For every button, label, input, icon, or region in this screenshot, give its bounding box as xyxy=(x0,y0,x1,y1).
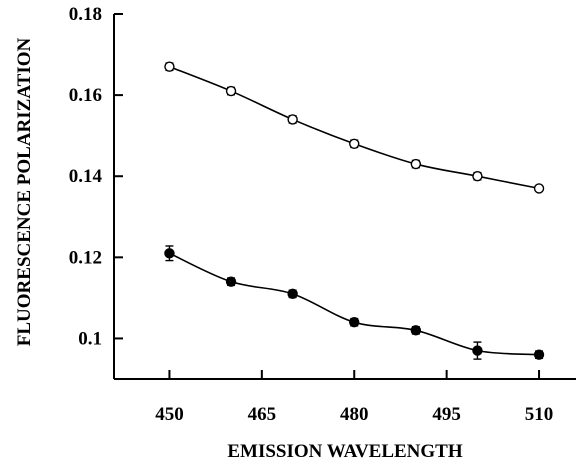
y-tick-label: 0.14 xyxy=(69,166,103,187)
series-2 xyxy=(164,245,545,360)
series-line xyxy=(169,252,540,356)
y-tick-label: 0.1 xyxy=(78,328,102,349)
y-tick-label: 0.12 xyxy=(69,247,102,268)
data-point xyxy=(164,248,175,259)
x-axis-title: EMISSION WAVELENGTH xyxy=(227,441,463,462)
x-tick-label: 510 xyxy=(525,404,554,425)
data-point xyxy=(533,183,545,194)
x-tick-label: 450 xyxy=(155,404,184,425)
data-point xyxy=(225,276,237,287)
data-point xyxy=(533,349,545,360)
y-tick-label: 0.16 xyxy=(69,85,102,106)
x-tick-label: 495 xyxy=(432,404,461,425)
series-layer xyxy=(164,61,545,360)
series-line xyxy=(169,65,540,190)
data-point xyxy=(472,345,483,356)
data-point xyxy=(164,61,175,72)
x-tick-label: 480 xyxy=(340,404,369,425)
data-point xyxy=(287,114,298,125)
plot-frame xyxy=(113,14,576,380)
y-axis-title: FLUORESCENCE POLARIZATION xyxy=(14,38,35,347)
y-tick-label: 0.18 xyxy=(69,4,102,25)
data-point xyxy=(287,288,298,300)
x-tick-label: 465 xyxy=(248,404,277,425)
data-point xyxy=(349,138,360,149)
data-point xyxy=(410,158,422,170)
data-point xyxy=(349,317,360,328)
data-point xyxy=(410,325,422,336)
data-point xyxy=(472,171,483,182)
data-point xyxy=(225,85,237,97)
series-1 xyxy=(164,61,545,194)
x-axis: 450 465 480 495 510 xyxy=(155,370,553,425)
y-axis: 0.1 0.12 0.14 0.16 0.18 xyxy=(69,4,123,349)
